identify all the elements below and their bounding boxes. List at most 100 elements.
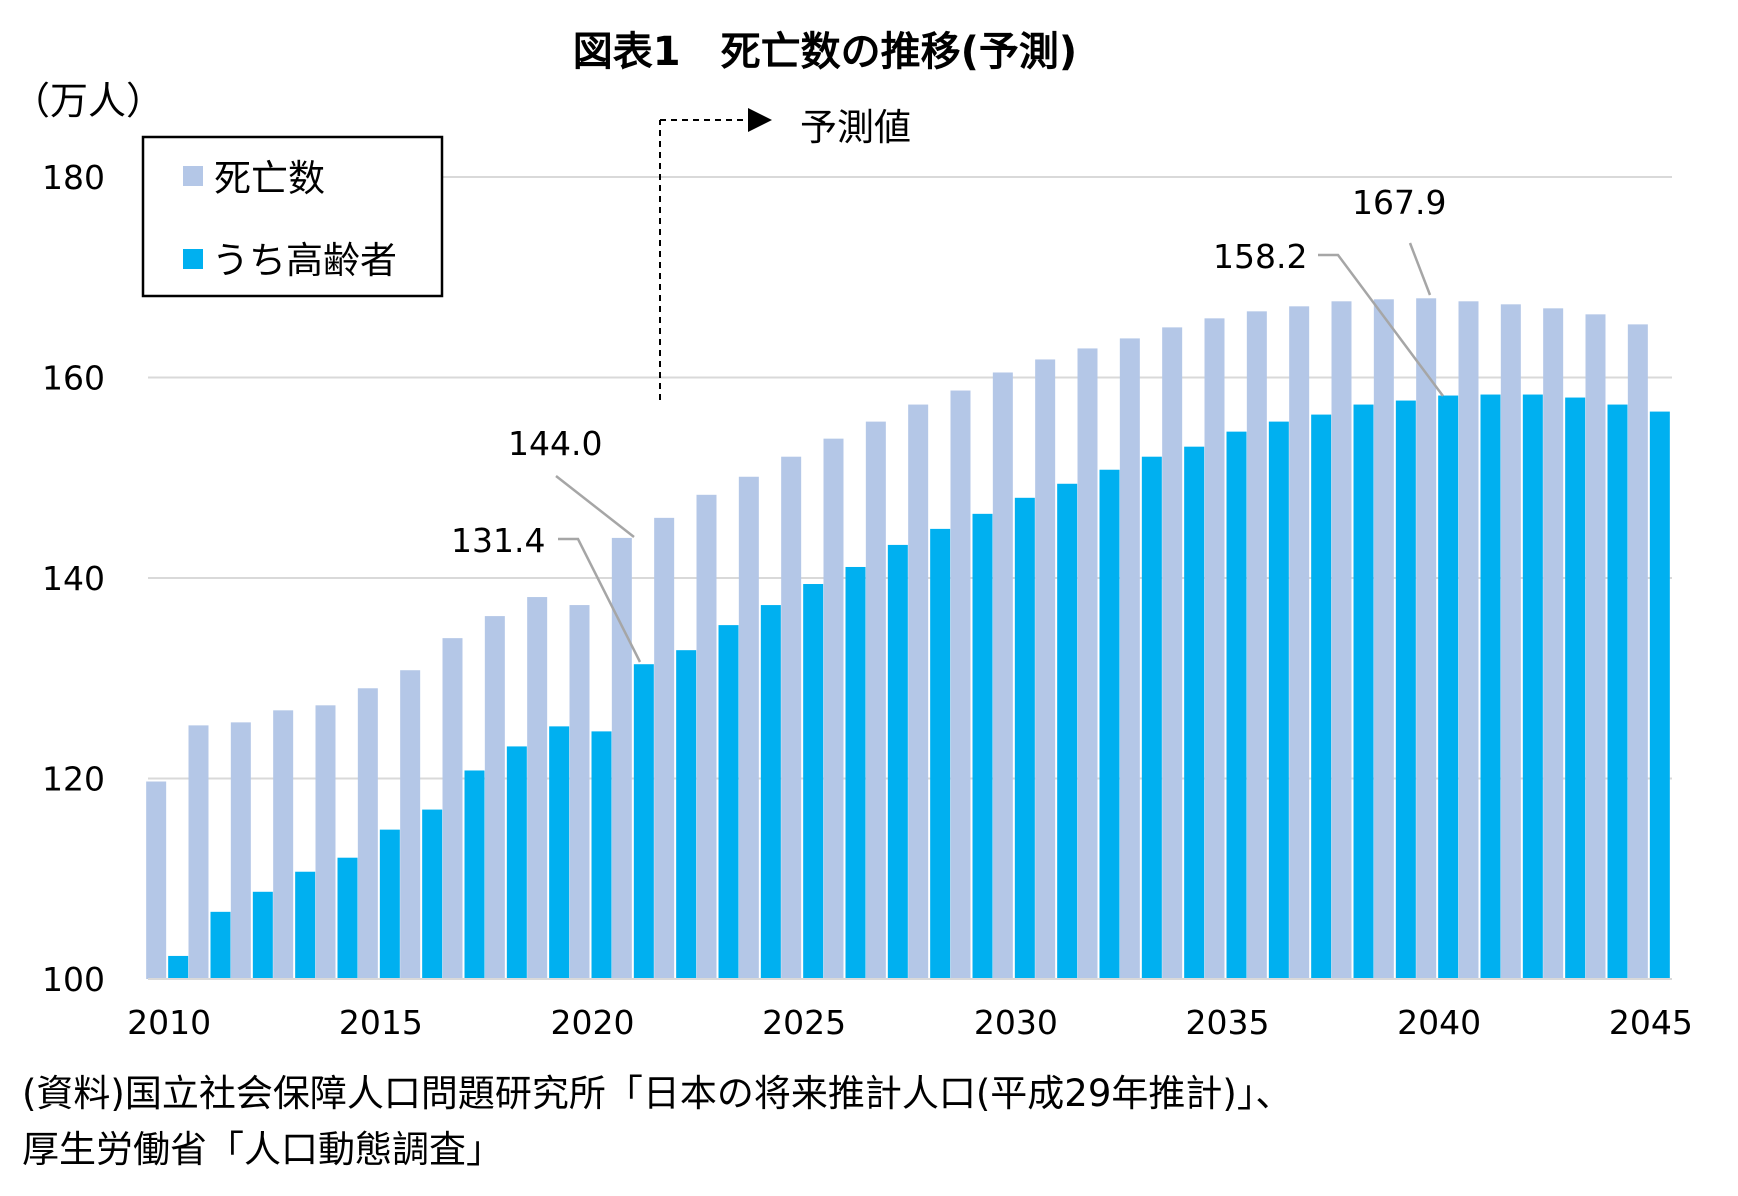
legend-swatch-deaths	[183, 166, 203, 186]
y-tick-label: 140	[42, 559, 105, 598]
y-tick-label: 160	[42, 359, 105, 398]
legend: 死亡数 うち高齢者	[141, 135, 444, 298]
bar-deaths	[865, 421, 886, 979]
x-tick-label: 2040	[1397, 1003, 1481, 1042]
bar-deaths	[1585, 314, 1606, 979]
y-tick-label: 120	[42, 760, 105, 799]
chart-title: 図表1 死亡数の推移(予測)	[573, 29, 1077, 75]
bar-elderly	[760, 605, 781, 979]
bar-deaths	[1077, 348, 1098, 979]
bar-elderly	[1311, 414, 1332, 979]
bar-elderly	[1184, 446, 1205, 979]
bar-elderly	[1522, 394, 1543, 980]
callout-144: 144.0	[508, 424, 602, 463]
x-tick-label: 2015	[339, 1003, 423, 1042]
bar-elderly	[210, 911, 231, 979]
bar-deaths	[1246, 311, 1267, 980]
bar-elderly	[1480, 394, 1501, 980]
bar-elderly	[803, 584, 824, 979]
bar-deaths	[1500, 304, 1521, 979]
bar-deaths	[611, 537, 632, 979]
source-note-line2: 厚生労働省「人口動態調査」	[22, 1128, 503, 1171]
callout-line-131	[558, 537, 642, 663]
bar-deaths	[442, 638, 463, 979]
bar-elderly	[379, 829, 400, 979]
bar-elderly	[1014, 497, 1035, 979]
bar-elderly	[1607, 404, 1628, 979]
bar-elderly	[633, 664, 654, 979]
callout-line-158	[1318, 253, 1445, 397]
bar-elderly	[591, 731, 612, 979]
bar-deaths	[1162, 327, 1183, 979]
bar-elderly	[676, 650, 697, 979]
legend-swatch-elderly	[183, 249, 203, 269]
bar-elderly	[295, 871, 316, 979]
bar-deaths	[1373, 299, 1394, 979]
bar-deaths	[1543, 308, 1564, 979]
bar-deaths	[992, 372, 1013, 979]
bar-deaths	[1119, 338, 1140, 980]
legend-label-deaths: 死亡数	[214, 157, 325, 200]
legend-box	[141, 135, 444, 298]
bar-deaths	[527, 597, 548, 979]
bars	[146, 298, 1670, 980]
bar-elderly	[972, 513, 993, 979]
bar-elderly	[1395, 400, 1416, 979]
bar-deaths	[273, 710, 294, 979]
bar-elderly	[1649, 411, 1670, 980]
source-note-line1: (資料)国立社会保障人口問題研究所「日本の将来推計人口(平成29年推計)」、	[22, 1072, 1293, 1115]
bar-deaths	[569, 605, 590, 979]
forecast-label: 予測値	[800, 106, 911, 149]
forecast-arrow-icon	[748, 108, 772, 132]
x-tick-label: 2030	[974, 1003, 1058, 1042]
bar-elderly	[1057, 483, 1078, 979]
bar-deaths	[1458, 301, 1479, 979]
bar-deaths	[1416, 298, 1437, 979]
bar-elderly	[718, 625, 739, 979]
bar-deaths	[188, 725, 209, 979]
bar-deaths	[484, 616, 505, 979]
x-tick-label: 2035	[1186, 1003, 1270, 1042]
bar-elderly	[1141, 456, 1162, 979]
bar-elderly	[464, 770, 485, 979]
y-tick-label: 100	[42, 960, 105, 999]
bar-deaths	[357, 688, 378, 979]
bar-elderly	[1565, 397, 1586, 979]
bar-elderly	[1226, 431, 1247, 979]
bar-elderly	[1099, 469, 1120, 979]
bar-elderly	[337, 857, 358, 979]
x-tick-label: 2010	[127, 1003, 211, 1042]
bar-deaths	[823, 438, 844, 980]
bar-deaths	[1204, 318, 1225, 979]
bar-deaths	[908, 404, 929, 979]
bar-elderly	[422, 809, 443, 979]
bar-elderly	[1438, 395, 1459, 979]
callouts: 144.0 131.4 158.2 167.9	[451, 183, 1446, 663]
bar-elderly	[930, 528, 951, 979]
legend-label-elderly: うち高齢者	[212, 239, 397, 282]
bar-elderly	[506, 746, 527, 979]
bar-deaths	[696, 494, 717, 979]
bar-deaths	[738, 476, 759, 979]
bar-deaths	[1035, 359, 1056, 980]
y-axis-unit: （万人）	[12, 79, 164, 123]
bar-elderly	[1268, 421, 1289, 979]
bar-elderly	[845, 566, 866, 979]
bar-elderly	[1353, 404, 1374, 979]
forecast-marker: 予測値	[659, 106, 911, 400]
callout-168: 167.9	[1352, 183, 1446, 222]
x-tick-label: 2020	[551, 1003, 635, 1042]
callout-line-144	[555, 475, 635, 538]
bar-deaths	[1331, 301, 1352, 979]
bar-deaths	[781, 456, 802, 979]
bar-deaths	[146, 781, 167, 979]
callout-131: 131.4	[451, 521, 545, 560]
bar-elderly	[887, 544, 908, 979]
callout-158: 158.2	[1213, 237, 1307, 276]
bar-elderly	[549, 726, 570, 979]
bar-deaths	[1627, 324, 1648, 979]
bar-deaths	[315, 705, 336, 979]
callout-line-168	[1408, 242, 1432, 296]
bar-deaths	[950, 390, 971, 980]
x-tick-label: 2045	[1609, 1003, 1693, 1042]
